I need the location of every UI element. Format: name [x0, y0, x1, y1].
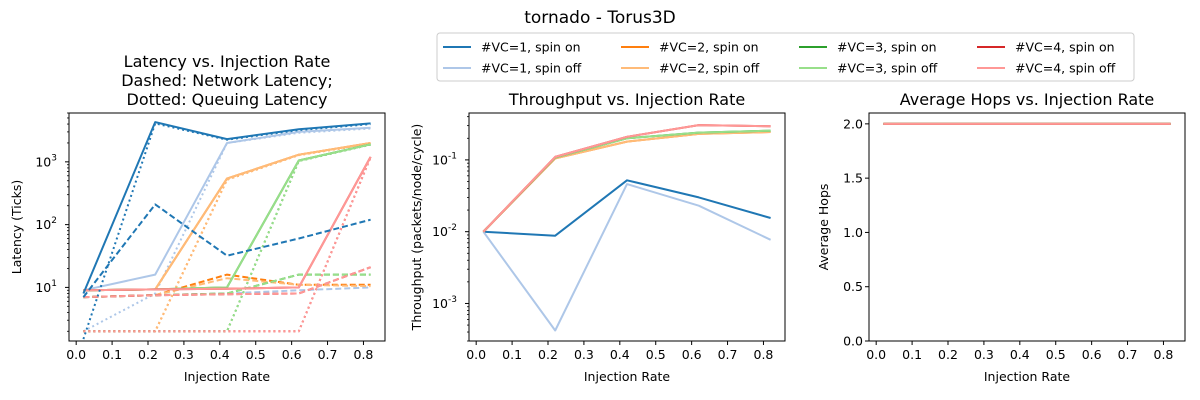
legend-frame: [436, 32, 1135, 82]
series-vc-2-spin-on-total-latency: [83, 142, 371, 292]
x-tick-label: 0.3: [574, 347, 594, 362]
legend-label-vc-3-spin-off: #VC=3, spin off: [837, 61, 938, 76]
x-tick-label: 0.2: [138, 347, 158, 362]
series-vc-3-spin-on-total-latency: [83, 143, 371, 292]
x-tick-label: 0.2: [538, 347, 558, 362]
series-vc-4-spin-off-total-latency: [83, 156, 372, 292]
x-tick-label: 0.8: [1154, 347, 1174, 362]
plot-area: [482, 124, 772, 332]
x-tick-label: 0.4: [610, 347, 630, 362]
series-vc-3-spin-off-total-latency: [83, 143, 371, 292]
legend-label-vc-4-spin-on: #VC=4, spin on: [1015, 40, 1115, 55]
x-tick-label: 0.0: [466, 347, 486, 362]
x-tick-label: 0.5: [1046, 347, 1066, 362]
series-vc-2-spin-off-line: [482, 131, 771, 233]
y-tick-label: 103: [35, 153, 57, 169]
x-tick-label: 0.4: [1010, 347, 1030, 362]
series-vc-4-spin-off-network-latency: [83, 266, 371, 299]
x-tick-label: 0.7: [318, 347, 338, 362]
legend-label-vc-4-spin-off: #VC=4, spin off: [1015, 61, 1116, 76]
x-tick-label: 0.5: [246, 347, 266, 362]
latency-chart: Latency vs. Injection Rate Dashed: Networ…: [9, 52, 386, 384]
series-vc-2-spin-off-queuing-latency: [83, 142, 371, 333]
y-axis-label: Throughput (packets/node/cycle): [409, 124, 424, 332]
y-tick-label: 0.5: [843, 279, 863, 294]
series-vc-1-spin-off-queuing-latency: [82, 127, 371, 333]
x-axis-label: Injection Rate: [184, 369, 271, 384]
series-vc-1-spin-on-queuing-latency: [82, 122, 371, 340]
series-vc-1-spin-on-line: [483, 179, 771, 237]
x-tick-label: 0.3: [974, 347, 994, 362]
plot-frame: [468, 112, 786, 342]
y-tick-label: 10-1: [432, 151, 457, 167]
legend-label-vc-1-spin-on: #VC=1, spin on: [481, 40, 581, 55]
x-tick-label: 0.5: [646, 347, 666, 362]
series-vc-1-spin-off-line: [482, 183, 772, 332]
y-tick-label: 2.0: [843, 116, 863, 131]
series-vc-1-spin-off-total-latency: [83, 126, 371, 292]
x-tick-label: 0.2: [938, 347, 958, 362]
legend-label-vc-1-spin-off: #VC=1, spin off: [481, 61, 582, 76]
x-tick-label: 0.7: [718, 347, 738, 362]
series-vc-3-spin-off-queuing-latency: [83, 143, 371, 333]
series-vc-3-spin-on-queuing-latency: [83, 143, 371, 333]
x-tick-label: 0.1: [902, 347, 922, 362]
x-tick-label: 0.6: [1082, 347, 1102, 362]
series-vc-4-spin-off-line: [482, 124, 771, 233]
legend-label-vc-2-spin-on: #VC=2, spin on: [659, 40, 759, 55]
x-tick-label: 0.1: [102, 347, 122, 362]
plot-frame: [868, 112, 1186, 342]
y-tick-label: 0.0: [843, 334, 863, 349]
y-tick-label: 10-3: [432, 295, 457, 311]
x-tick-label: 0.0: [66, 347, 86, 362]
series-vc-1-spin-on-total-latency: [82, 121, 371, 294]
panel-title-2: Average Hops vs. Injection Rate: [900, 90, 1155, 109]
x-tick-label: 0.6: [682, 347, 702, 362]
x-tick-label: 0.8: [754, 347, 774, 362]
x-tick-label: 0.6: [282, 347, 302, 362]
throughput-chart: Throughput vs. Injection Rate 0.0 0.1 0.2 0.…: [409, 90, 786, 384]
y-tick-label: 101: [35, 279, 57, 295]
x-tick-label: 0.0: [866, 347, 886, 362]
series-vc-2-spin-off-total-latency: [83, 142, 371, 292]
legend-label-vc-3-spin-on: #VC=3, spin on: [837, 40, 937, 55]
y-axis-label: Average Hops: [816, 184, 831, 271]
average-hops-chart: Average Hops vs. Injection Rate 0.0 0.1 0.2…: [816, 90, 1186, 384]
x-tick-label: 0.7: [1118, 347, 1138, 362]
figure-title: tornado - Torus3D: [524, 8, 676, 28]
x-tick-label: 0.4: [210, 347, 230, 362]
panel-title-1: Throughput vs. Injection Rate: [508, 90, 745, 109]
series-vc-4-spin-on-total-latency: [83, 156, 372, 292]
plot-frame: [68, 112, 386, 342]
x-tick-label: 0.1: [502, 347, 522, 362]
y-tick-label: 102: [35, 216, 57, 232]
x-axis-label: Injection Rate: [984, 369, 1071, 384]
y-tick-label: 1.5: [843, 171, 863, 186]
legend-label-vc-2-spin-off: #VC=2, spin off: [659, 61, 760, 76]
series-vc-4-spin-on-queuing-latency: [83, 156, 372, 333]
x-axis-label: Injection Rate: [584, 369, 671, 384]
y-tick-label: 1.0: [843, 225, 863, 240]
series-vc-2-spin-on-line: [482, 131, 771, 233]
x-tick-label: 0.8: [354, 347, 374, 362]
y-tick-label: 10-2: [432, 223, 457, 239]
y-axis-label: Latency (Ticks): [9, 180, 24, 274]
plot-area: [82, 121, 372, 340]
series-vc-2-spin-on-queuing-latency: [83, 142, 371, 333]
series-vc-4-spin-off-queuing-latency: [83, 156, 372, 333]
panel-title-0: Latency vs. Injection Rate Dashed: Networ…: [121, 52, 333, 109]
legend: #VC=1, spin on #VC=1, spin off #VC=2, spin…: [436, 32, 1135, 82]
x-tick-label: 0.3: [174, 347, 194, 362]
